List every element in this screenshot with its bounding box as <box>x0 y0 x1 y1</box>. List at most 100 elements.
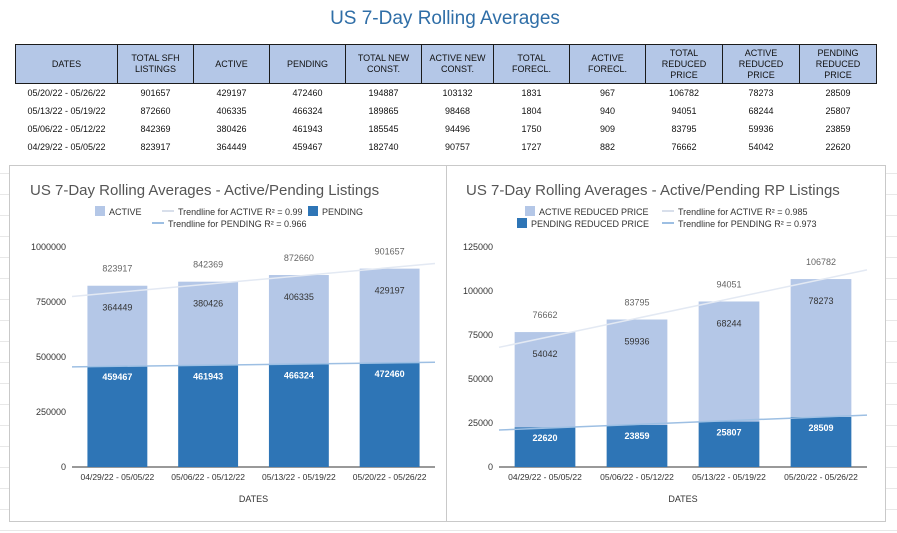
table-cell: 459467 <box>292 142 323 152</box>
x-tick-label: 05/13/22 - 05/19/22 <box>692 472 766 482</box>
data-label-pending: 23859 <box>624 431 649 441</box>
x-tick-label: 05/20/22 - 05/26/22 <box>353 472 427 482</box>
bar-pending <box>178 365 239 467</box>
table-cell: 23859 <box>825 124 851 134</box>
trendline-pending <box>498 414 868 431</box>
x-tick-label: 05/20/22 - 05/26/22 <box>784 472 858 482</box>
data-label-total: 901657 <box>375 247 405 257</box>
table-row: 05/13/22 - 05/19/22 872660 406335 466324… <box>16 102 877 120</box>
table-cell: 05/06/22 - 05/12/22 <box>27 124 106 134</box>
bar-pending <box>87 365 148 467</box>
bar-active <box>698 301 760 422</box>
table-cell: 106782 <box>668 88 700 98</box>
x-axis-title: DATES <box>668 494 697 504</box>
x-tick-label: 05/13/22 - 05/19/22 <box>262 472 336 482</box>
data-label-active: 68244 <box>716 318 741 328</box>
legend-label-pending-trendline: Trendline for PENDING R² = 0.973 <box>678 219 816 229</box>
x-tick-label: 04/29/22 - 05/05/22 <box>81 472 155 482</box>
table-cell: 461943 <box>292 124 323 134</box>
table-cell: 76662 <box>671 142 697 152</box>
y-tick-label: 250000 <box>36 407 66 417</box>
table-header-cell: PENDING <box>269 44 346 84</box>
data-label-pending: 22620 <box>532 433 557 443</box>
table-cell: 78273 <box>748 88 774 98</box>
data-label-pending: 459467 <box>102 372 132 382</box>
table-header-cell: PENDING REDUCED PRICE <box>799 44 877 84</box>
legend-swatch-pending <box>517 218 527 228</box>
data-label-active: 364449 <box>102 303 132 313</box>
listings-chart-panel[interactable]: US 7-Day Rolling Averages - Active/Pendi… <box>9 165 448 522</box>
table-cell: 189865 <box>368 106 399 116</box>
summary-table: DATES TOTAL SFH LISTINGS ACTIVE PENDING T… <box>15 44 877 156</box>
bar-active <box>514 332 576 428</box>
bar-active <box>87 285 148 366</box>
data-label-pending: 28509 <box>808 423 833 433</box>
table-cell: 05/20/22 - 05/26/22 <box>27 88 106 98</box>
bar-pending <box>790 416 852 467</box>
y-tick-label: 100000 <box>463 286 493 296</box>
table-cell: 59936 <box>748 124 774 134</box>
table-cell: 98468 <box>444 106 471 116</box>
table-header-cell: ACTIVE FORECL. <box>569 44 646 84</box>
table-cell: 901657 <box>140 88 171 98</box>
bar-active <box>268 275 329 365</box>
table-cell: 429197 <box>216 88 247 98</box>
y-tick-label: 1000000 <box>31 242 66 252</box>
data-label-total: 823917 <box>102 264 132 274</box>
data-label-pending: 466324 <box>284 370 314 380</box>
legend-label-active-trendline: Trendline for ACTIVE R² = 0.99 <box>178 207 302 217</box>
table-cell: 364449 <box>216 142 247 152</box>
table-header-cell: ACTIVE NEW CONST. <box>421 44 494 84</box>
data-label-total: 83795 <box>624 298 649 308</box>
data-label-total: 872660 <box>284 253 314 263</box>
listings-chart: US 7-Day Rolling Averages - Active/Pendi… <box>30 182 436 504</box>
reduced-price-chart: US 7-Day Rolling Averages - Active/Pendi… <box>463 182 868 504</box>
trendline-active <box>71 262 436 298</box>
data-label-pending: 461943 <box>193 371 223 381</box>
table-cell: 25807 <box>825 106 851 116</box>
data-label-total: 106782 <box>806 257 836 267</box>
bar-active <box>359 268 420 364</box>
data-label-total: 842369 <box>193 260 223 270</box>
bar-active <box>606 319 668 426</box>
table-cell: 28509 <box>825 88 851 98</box>
y-tick-label: 0 <box>488 462 493 472</box>
legend-swatch-active <box>525 206 535 216</box>
data-label-pending: 472460 <box>375 369 405 379</box>
table-header-cell: ACTIVE <box>193 44 270 84</box>
bar-pending <box>268 364 329 467</box>
bar-active <box>790 279 852 417</box>
data-label-active: 406335 <box>284 292 314 302</box>
bar-pending <box>359 363 420 467</box>
y-tick-label: 75000 <box>468 330 493 340</box>
table-cell: 83795 <box>671 124 697 134</box>
table-cell: 842369 <box>140 124 171 134</box>
x-tick-label: 05/06/22 - 05/12/22 <box>171 472 245 482</box>
bar-active <box>178 281 239 366</box>
table-header-cell: ACTIVE REDUCED PRICE <box>722 44 800 84</box>
table-cell: 472460 <box>292 88 323 98</box>
y-tick-label: 500000 <box>36 352 66 362</box>
table-cell: 1727 <box>521 142 542 152</box>
table-cell: 94496 <box>444 124 471 134</box>
table-cell: 967 <box>599 88 616 98</box>
table-cell: 1804 <box>521 106 542 116</box>
legend-label-active-trendline: Trendline for ACTIVE R² = 0.985 <box>678 207 807 217</box>
table-cell: 22620 <box>825 142 851 152</box>
table-cell: 380426 <box>216 124 247 134</box>
table-cell: 882 <box>599 142 616 152</box>
table-cell: 823917 <box>140 142 171 152</box>
table-header-row: DATES TOTAL SFH LISTINGS ACTIVE PENDING T… <box>15 44 877 84</box>
legend-swatch-active <box>95 206 105 216</box>
x-axis-title: DATES <box>239 494 268 504</box>
reduced-price-chart-panel[interactable]: US 7-Day Rolling Averages - Active/Pendi… <box>446 165 886 522</box>
trendline-active <box>498 269 868 349</box>
legend-label-pending: PENDING REDUCED PRICE <box>531 219 649 229</box>
legend-swatch-pending <box>308 206 318 216</box>
y-tick-label: 750000 <box>36 297 66 307</box>
table-header-cell: TOTAL SFH LISTINGS <box>117 44 194 84</box>
table-cell: 406335 <box>216 106 247 116</box>
table-cell: 1750 <box>521 124 542 134</box>
table-cell: 182740 <box>368 142 399 152</box>
table-cell: 94051 <box>671 106 697 116</box>
